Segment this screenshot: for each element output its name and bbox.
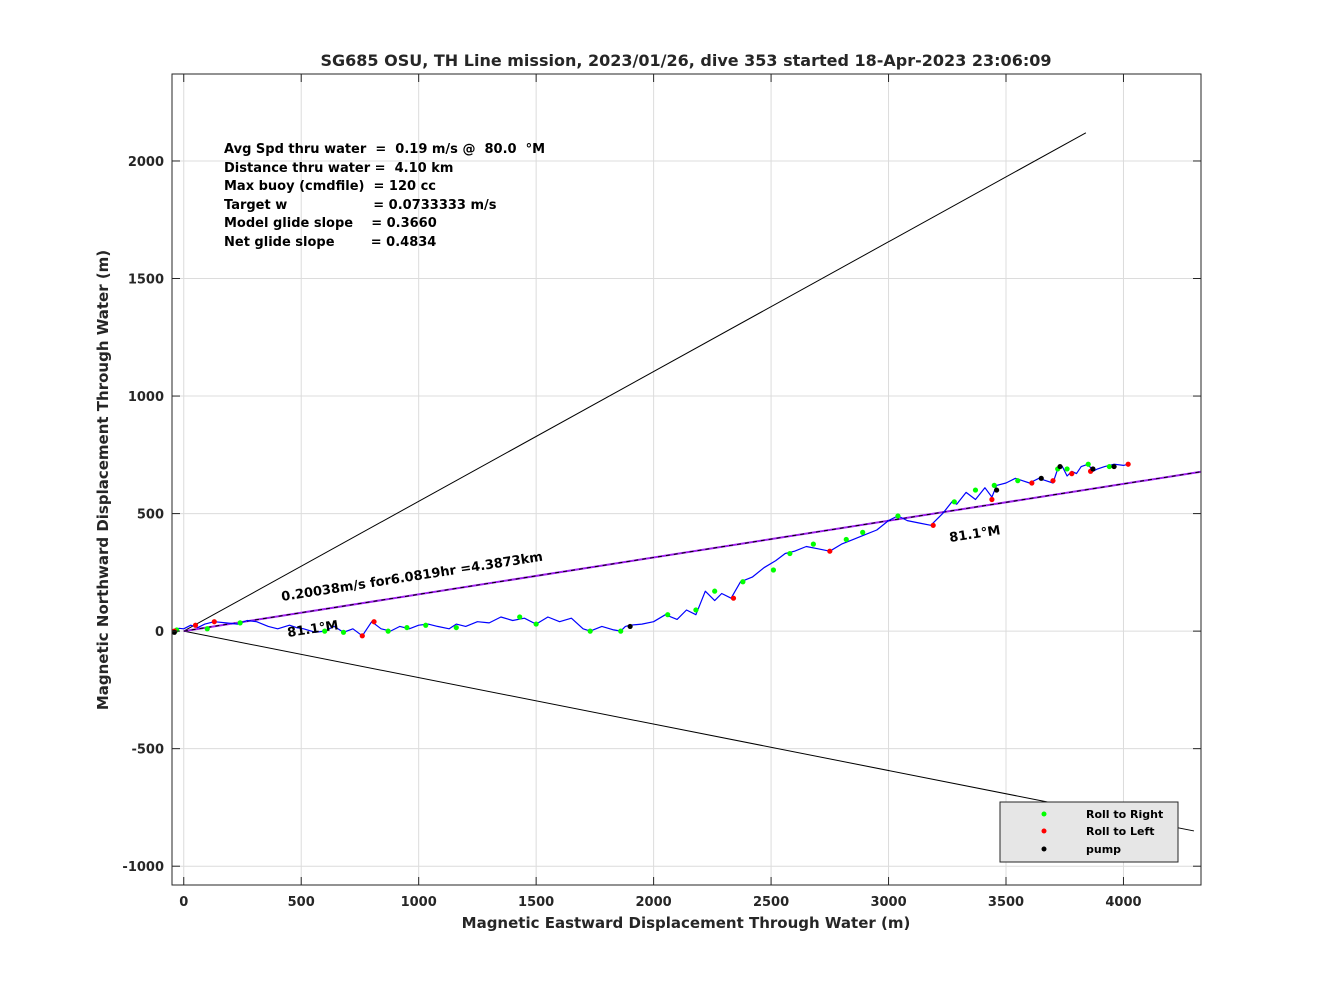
legend-label-pump: pump (1086, 843, 1121, 856)
roll-right-point (1064, 466, 1070, 472)
x-tick-label: 3000 (870, 895, 906, 910)
roll-right-point (533, 621, 539, 627)
roll-right-point (385, 628, 391, 634)
roll-right-point (1106, 463, 1112, 470)
stat-distance: Distance thru water = 4.10 km (224, 161, 453, 176)
x-tick-label: 2500 (753, 895, 789, 910)
roll-right-point (322, 628, 328, 634)
roll-left-point (371, 619, 377, 625)
y-tick-label: 500 (137, 508, 164, 523)
legend-marker-roll-left (1041, 828, 1047, 834)
stats-block: Avg Spd thru water = 0.19 m/s @ 80.0 °M … (224, 142, 545, 250)
y-tick-label: 0 (155, 625, 164, 640)
legend-label-roll-left: Roll to Left (1086, 825, 1155, 838)
x-axis-label: Magnetic Eastward Displacement Through W… (462, 914, 911, 932)
roll-right-point (665, 612, 671, 618)
markers (171, 461, 1131, 639)
plot-frame (171, 73, 1202, 886)
x-tick-label: 1000 (401, 895, 437, 910)
stat-max-buoy: Max buoy (cmdfile) = 120 cc (224, 179, 436, 194)
roll-left-point (1050, 478, 1056, 484)
roll-right-point (693, 607, 699, 613)
mean-track-line-overlay (183, 471, 1202, 632)
x-tick-label: 2000 (636, 895, 672, 910)
x-tick-label: 3500 (988, 895, 1024, 910)
roll-right-point (453, 624, 459, 631)
roll-left-point (359, 633, 365, 639)
roll-left-point (1125, 461, 1131, 467)
legend-marker-roll-right (1041, 811, 1047, 817)
roll-right-point (340, 629, 347, 635)
legend-label-roll-right: Roll to Right (1086, 808, 1163, 821)
roll-left-point (211, 619, 217, 625)
roll-right-point (810, 541, 816, 547)
roll-right-point (843, 536, 849, 543)
y-axis-label: Magnetic Northward Displacement Through … (94, 250, 112, 710)
roll-left-point (827, 548, 833, 554)
roll-right-point (770, 567, 777, 573)
roll-right-point (204, 626, 210, 632)
y-tick-label: -1000 (122, 860, 164, 875)
roll-right-point (1015, 478, 1021, 484)
roll-left-point (1069, 471, 1075, 477)
roll-right-point (237, 620, 243, 626)
legend-marker-pump (1041, 846, 1047, 852)
pump-point (1090, 466, 1096, 472)
x-ticks: 0 500 1000 1500 2000 2500 3000 3500 4000 (179, 74, 1142, 910)
y-tick-label: 1500 (128, 273, 164, 288)
pump-point (1057, 463, 1063, 470)
roll-right-point (787, 550, 793, 557)
roll-right-point (1085, 461, 1091, 467)
roll-left-point (989, 496, 995, 503)
roll-right-point (587, 628, 593, 634)
grid (172, 74, 1201, 885)
envelope-line-upper (183, 132, 1087, 632)
roll-right-point (404, 624, 410, 631)
roll-right-point (860, 529, 866, 535)
y-ticks: -1000 -500 0 500 1000 1500 2000 (122, 155, 1201, 875)
roll-right-point (423, 622, 429, 628)
stat-model-glide: Model glide slope = 0.3660 (224, 216, 437, 231)
track-speed-label: 0.20038m/s for6.0819hr =4.3873km (280, 550, 544, 605)
heading-label-end: 81.1°M (948, 523, 1001, 546)
x-tick-label: 4000 (1105, 895, 1141, 910)
chart-title: SG685 OSU, TH Line mission, 2023/01/26, … (321, 51, 1052, 70)
x-tick-label: 0 (179, 895, 188, 910)
roll-right-point (951, 499, 957, 505)
stat-avg-speed: Avg Spd thru water = 0.19 m/s @ 80.0 °M (224, 142, 545, 157)
roll-right-point (895, 513, 901, 519)
roll-left-point (930, 522, 936, 528)
roll-right-point (991, 482, 997, 488)
y-tick-label: 1000 (128, 390, 164, 405)
y-tick-label: -500 (131, 743, 164, 758)
legend-box (999, 801, 1179, 863)
roll-left-point (730, 595, 737, 601)
roll-right-point (712, 588, 718, 594)
pump-point (1038, 475, 1044, 481)
pump-point (627, 623, 633, 630)
legend: Roll to Right Roll to Left pump (999, 801, 1179, 863)
roll-right-point (740, 579, 746, 585)
roll-right-point (972, 487, 979, 493)
y-tick-label: 2000 (128, 155, 164, 170)
roll-left-point (1029, 480, 1035, 486)
stat-net-glide: Net glide slope = 0.4834 (224, 235, 436, 250)
stat-target-w: Target w = 0.0733333 m/s (224, 198, 497, 213)
x-tick-label: 1500 (518, 895, 554, 910)
envelope-line-lower (183, 630, 1195, 832)
roll-right-point (517, 614, 523, 620)
roll-right-point (618, 628, 624, 634)
heading-label-start: 81.1°M (286, 618, 339, 641)
x-tick-label: 500 (288, 895, 315, 910)
roll-left-point (192, 622, 199, 628)
reference-lines (183, 132, 1202, 832)
pump-point (1111, 463, 1117, 470)
pump-point (994, 487, 1000, 493)
pump-point (171, 629, 177, 635)
